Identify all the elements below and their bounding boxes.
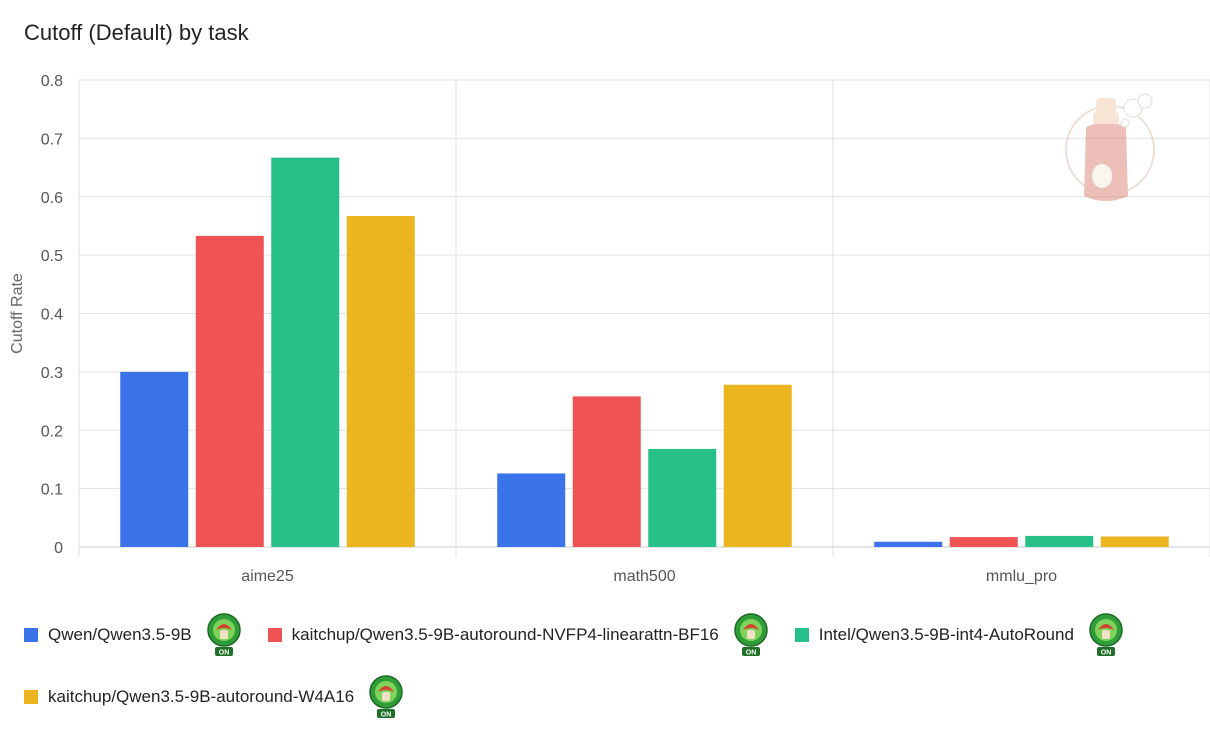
legend-item[interactable]: kaitchup/Qwen3.5-9B-autoround-NVFP4-line… <box>267 612 769 658</box>
bar[interactable] <box>346 216 415 548</box>
y-axis-label: Cutoff Rate <box>9 273 26 354</box>
bar[interactable] <box>1100 536 1169 547</box>
x-tick-label: math500 <box>613 568 675 585</box>
chart-title: Cutoff (Default) by task <box>24 20 249 45</box>
bar[interactable] <box>120 371 189 547</box>
bar[interactable] <box>949 537 1018 547</box>
on-badge-icon: ON <box>206 613 241 657</box>
bar[interactable] <box>572 396 641 547</box>
bar[interactable] <box>195 235 264 547</box>
badge-label: ON <box>1101 650 1112 657</box>
bar[interactable] <box>1025 535 1094 547</box>
legend-label: kaitchup/Qwen3.5-9B-autoround-NVFP4-line… <box>291 625 719 644</box>
legend-item[interactable]: Qwen/Qwen3.5-9B ON <box>24 612 242 658</box>
x-tick-label: mmlu_pro <box>986 568 1057 585</box>
y-tick-label: 0.1 <box>41 482 63 499</box>
y-tick-label: 0.4 <box>41 307 63 324</box>
tick-labels: 0 0.1 0.2 0.3 0.4 0.5 0.6 0.7 0.8 aime25 math500 mm… <box>9 73 1057 585</box>
y-tick-label: 0.5 <box>41 248 63 265</box>
bar[interactable] <box>874 541 943 547</box>
legend-item[interactable]: Intel/Qwen3.5-9B-int4-AutoRound ON <box>794 612 1124 658</box>
legend-swatch <box>24 690 38 704</box>
y-tick-label: 0.8 <box>41 73 63 90</box>
legend-label: kaitchup/Qwen3.5-9B-autoround-W4A16 <box>48 687 355 706</box>
on-badge-icon: ON <box>1089 613 1123 657</box>
bars <box>120 157 1169 548</box>
legend-label: Qwen/Qwen3.5-9B <box>48 625 192 644</box>
legend-item[interactable]: kaitchup/Qwen3.5-9B-autoround-W4A16 ON <box>24 674 404 720</box>
badge-label: ON <box>381 712 392 719</box>
legend-label: Intel/Qwen3.5-9B-int4-AutoRound <box>818 625 1074 644</box>
bar[interactable] <box>271 157 340 548</box>
legend-swatch <box>24 628 38 642</box>
badge-label: ON <box>746 650 757 657</box>
y-tick-label: 0.3 <box>41 365 63 382</box>
bar-chart: 0 0.1 0.2 0.3 0.4 0.5 0.6 0.7 0.8 aime25 math500 mm… <box>9 73 1210 585</box>
gridlines <box>78 79 1210 557</box>
on-badge-icon: ON <box>734 613 768 657</box>
legend-swatch <box>267 628 282 642</box>
bar[interactable] <box>648 448 717 547</box>
y-tick-label: 0.2 <box>41 423 63 440</box>
y-tick-label: 0 <box>54 540 63 557</box>
y-tick-label: 0.6 <box>41 190 63 207</box>
x-tick-label: aime25 <box>241 568 294 585</box>
on-badge-icon: ON <box>369 675 403 719</box>
y-tick-label: 0.7 <box>41 131 63 148</box>
legend-swatch <box>794 628 809 642</box>
bar[interactable] <box>723 384 792 547</box>
bottle-watermark-icon <box>1065 93 1155 201</box>
badge-label: ON <box>218 650 229 657</box>
bar[interactable] <box>497 473 566 547</box>
chart-legend: Qwen/Qwen3.5-9B ON kaitchup/Qwen3.5-9B-aut… <box>24 612 1194 720</box>
